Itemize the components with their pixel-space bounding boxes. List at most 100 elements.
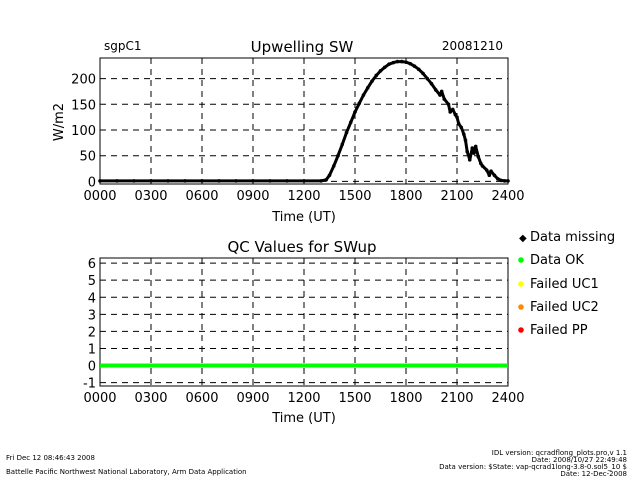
x-tick-label: 2100 xyxy=(440,189,473,204)
data-point xyxy=(455,115,459,119)
data-point xyxy=(340,142,345,147)
qc-values-chart: QC Values for SWup -1 0 1 2 3 4 5 6 0000 0300 060… xyxy=(83,238,525,426)
x-axis-title-bottom: Time (UT) xyxy=(271,411,336,426)
data-point xyxy=(446,102,451,107)
y-tick-label: 200 xyxy=(71,73,96,88)
y-tick-labels-top: 0 50 100 150 200 xyxy=(71,73,96,191)
data-point xyxy=(132,179,136,183)
data-point xyxy=(492,173,497,178)
data-point xyxy=(98,179,102,183)
y-tick-label: 50 xyxy=(79,150,96,165)
data-point xyxy=(336,153,340,158)
y-tick-label: 150 xyxy=(71,98,96,113)
data-point xyxy=(234,179,238,183)
data-point xyxy=(391,60,396,65)
y-tick-label: -1 xyxy=(83,377,96,392)
legend-marker-failed-pp xyxy=(518,327,524,333)
x-tick-label: 2100 xyxy=(440,391,473,406)
data-point xyxy=(408,61,413,66)
data-point xyxy=(462,132,466,136)
legend: ◆ Data missing Data OK Failed UC1 Failed… xyxy=(518,230,615,338)
x-tick-label: 1200 xyxy=(287,189,320,204)
data-point xyxy=(499,178,504,183)
data-point xyxy=(470,146,475,150)
data-point xyxy=(357,101,362,106)
data-point xyxy=(382,65,387,70)
data-point xyxy=(319,179,323,183)
data-point xyxy=(467,158,472,162)
data-point xyxy=(370,79,374,83)
footer-idl-version: IDL version: qcradflong_plots.pro,v 1.1 xyxy=(492,449,627,457)
grid-top xyxy=(100,58,508,184)
y-tick-label: 0 xyxy=(88,175,96,190)
data-point xyxy=(399,59,404,64)
y-tick-label: 6 xyxy=(88,257,96,272)
x-tick-label: 0900 xyxy=(236,391,269,406)
data-point xyxy=(302,179,306,183)
y-axis-title-top: W/m2 xyxy=(52,103,67,141)
data-point xyxy=(476,154,481,159)
footer-idl-date: Date: 2008/10/27 22:49:48 xyxy=(532,456,627,464)
data-point xyxy=(489,169,493,173)
legend-label-failed-uc1: Failed UC1 xyxy=(530,277,599,292)
data-point xyxy=(361,93,366,97)
data-point xyxy=(353,110,357,114)
series-trace xyxy=(100,60,508,183)
data-point xyxy=(438,93,442,97)
x-tick-label: 1200 xyxy=(287,391,320,406)
data-point xyxy=(448,110,453,114)
legend-label-data-ok: Data OK xyxy=(530,253,584,268)
data-point xyxy=(484,168,489,172)
legend-item-data-missing: ◆ Data missing xyxy=(519,230,615,245)
data-point xyxy=(433,88,438,92)
x-tick-label: 1800 xyxy=(389,189,422,204)
y-tick-labels-bottom: -1 0 1 2 3 4 5 6 xyxy=(83,257,96,391)
legend-label-failed-uc2: Failed UC2 xyxy=(530,300,599,315)
data-point xyxy=(183,179,187,183)
data-point xyxy=(268,179,272,183)
data-point xyxy=(450,107,455,112)
chart-title-upwelling-sw: Upwelling SW xyxy=(251,38,354,56)
legend-item-failed-uc1: Failed UC1 xyxy=(518,277,599,292)
legend-label-data-missing: Data missing xyxy=(530,230,615,245)
data-point xyxy=(348,120,353,125)
x-tick-label: 1800 xyxy=(389,391,422,406)
data-point xyxy=(506,179,510,183)
data-point xyxy=(465,149,470,154)
footer-data-version: Data version: $State: vap-qcrad1long-3.8… xyxy=(439,463,627,471)
footer-data-date: Date: 12-Dec-2008 xyxy=(560,470,627,478)
data-point xyxy=(421,71,425,76)
data-point xyxy=(149,179,153,183)
legend-marker-failed-uc1 xyxy=(518,281,524,287)
x-tick-label: 2400 xyxy=(491,391,524,406)
y-tick-label: 4 xyxy=(88,291,96,306)
data-point xyxy=(378,69,383,73)
data-point xyxy=(479,161,483,166)
footer: Fri Dec 12 08:46:43 2008 Battelle Pacifi… xyxy=(6,449,627,478)
x-tick-label: 0600 xyxy=(185,391,218,406)
data-point xyxy=(412,64,417,69)
legend-label-failed-pp: Failed PP xyxy=(530,323,588,338)
data-point xyxy=(425,76,430,81)
x-tick-labels-bottom: 0000 0300 0600 0900 1200 1500 1800 2100 2400 xyxy=(83,391,524,406)
x-tick-label: 1500 xyxy=(338,189,371,204)
data-point xyxy=(439,89,444,94)
y-tick-label: 100 xyxy=(71,124,96,139)
x-tick-label: 0300 xyxy=(134,189,167,204)
data-point xyxy=(327,173,332,178)
data-point xyxy=(502,179,507,183)
data-point xyxy=(442,97,447,101)
legend-marker-failed-uc2 xyxy=(518,304,524,310)
data-point xyxy=(416,67,421,72)
series-upwelling-sw xyxy=(98,59,510,183)
data-point xyxy=(331,164,336,168)
data-point xyxy=(365,86,370,90)
data-point xyxy=(472,151,476,155)
date-label: 20081210 xyxy=(442,39,503,53)
plot-frame-top xyxy=(99,57,509,185)
y-tick-label: 2 xyxy=(88,325,96,340)
x-tick-label: 0300 xyxy=(134,391,167,406)
x-tick-label: 2400 xyxy=(491,189,524,204)
data-point xyxy=(200,179,204,183)
x-tick-label: 0600 xyxy=(185,189,218,204)
